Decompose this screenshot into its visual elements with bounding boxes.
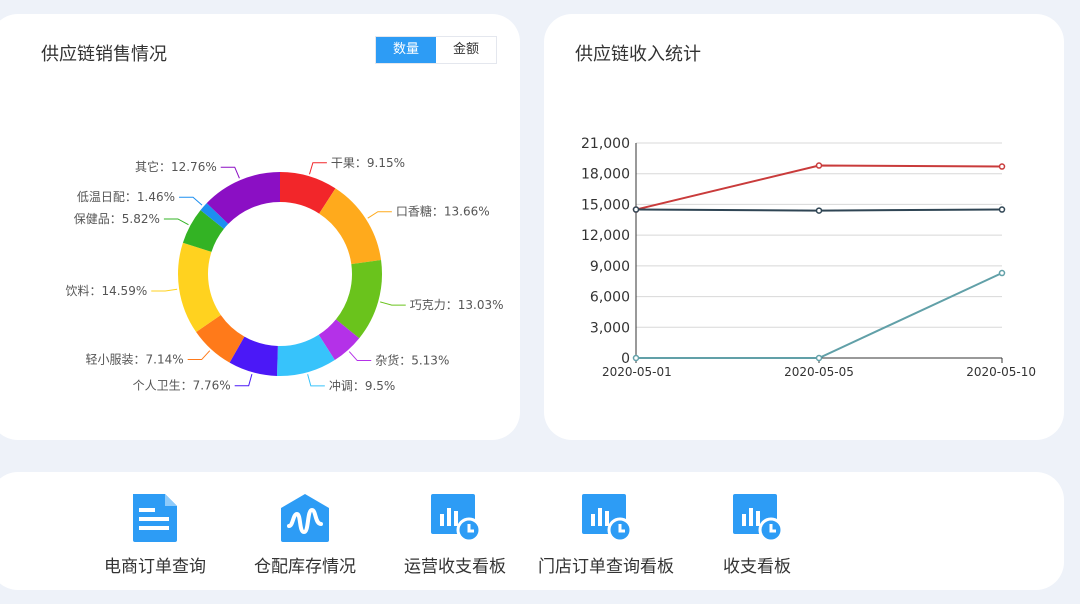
donut-slice[interactable] xyxy=(276,334,335,376)
link-label: 门店订单查询看板 xyxy=(538,557,674,577)
x-tick-label: 2020-05-10 xyxy=(966,365,1036,379)
income-line-chart: 0 3,000 6,000 9,000 12,000 15,000 18,000 21,000… xyxy=(581,136,1036,379)
series-line xyxy=(636,272,1003,359)
series-point[interactable] xyxy=(632,354,640,362)
donut-slice-label: 低温日配：1.46% xyxy=(77,190,175,204)
donut-label-line xyxy=(307,374,325,387)
donut-label-line xyxy=(220,166,240,179)
dashboard-chart-icon xyxy=(582,494,632,543)
donut-slice-label: 干果：9.15% xyxy=(331,156,405,170)
link-income-expense-board[interactable]: 收支看板 xyxy=(682,492,832,577)
donut-slice[interactable] xyxy=(280,172,336,214)
donut-label-line xyxy=(179,196,203,206)
toggle-quantity-button[interactable]: 数量 xyxy=(376,37,436,63)
series-point[interactable] xyxy=(632,206,640,213)
series-point[interactable] xyxy=(815,162,823,169)
donut-label-line xyxy=(234,374,253,387)
link-store-order-board[interactable]: 门店订单查询看板 xyxy=(531,492,681,577)
donut-label-line xyxy=(151,288,178,292)
series-point[interactable] xyxy=(998,269,1006,277)
link-operations-board[interactable]: 运营收支看板 xyxy=(380,492,530,577)
y-tick-label: 3,000 xyxy=(590,320,630,336)
donut-slice-label: 杂货：5.13% xyxy=(375,353,449,368)
income-card xyxy=(544,14,1064,440)
donut-slice-label: 保健品：5.82% xyxy=(74,212,160,226)
donut-label-line xyxy=(187,350,211,361)
quick-links-card xyxy=(0,472,1064,590)
series-point[interactable] xyxy=(815,354,823,362)
donut-slice-label: 其它：12.76% xyxy=(135,159,217,174)
link-label: 运营收支看板 xyxy=(404,557,506,577)
document-icon xyxy=(133,494,177,542)
donut-slice-label: 口香糖：13.66% xyxy=(396,204,490,219)
donut-slice[interactable] xyxy=(206,172,280,224)
donut-slice[interactable] xyxy=(178,242,221,333)
link-ecommerce-orders[interactable]: 电商订单查询 xyxy=(80,492,230,577)
donut-slice[interactable] xyxy=(196,314,245,363)
donut-slice-label: 冲调：9.5% xyxy=(329,378,396,393)
donut-label-line xyxy=(380,301,406,306)
y-tick-label: 18,000 xyxy=(581,167,630,183)
series-line xyxy=(635,164,1003,211)
donut-label-line xyxy=(163,218,189,226)
dashboard-chart-icon xyxy=(431,494,481,543)
donut-slice[interactable] xyxy=(182,210,224,252)
y-tick-label: 9,000 xyxy=(590,259,630,275)
sales-donut-chart: 干果：9.15% 口香糖：13.66% 巧克力：13.03% 杂货：5.13% 冲调：9… xyxy=(65,156,504,393)
y-tick-label: 0 xyxy=(621,351,630,367)
income-card-title: 供应链收入统计 xyxy=(575,44,701,65)
warehouse-icon xyxy=(281,494,329,542)
x-tick-label: 2020-05-05 xyxy=(784,365,854,379)
x-tick-label: 2020-05-01 xyxy=(602,365,672,379)
link-warehouse-stock[interactable]: 仓配库存情况 xyxy=(230,492,380,577)
donut-slice[interactable] xyxy=(319,188,382,265)
donut-slice-label: 巧克力：13.03% xyxy=(410,298,504,312)
donut-label-line xyxy=(367,211,392,219)
donut-slice[interactable] xyxy=(200,203,229,229)
link-label: 电商订单查询 xyxy=(104,557,206,577)
metric-toggle: 数量 金额 xyxy=(375,36,497,64)
donut-slice[interactable] xyxy=(335,260,383,339)
y-tick-label: 21,000 xyxy=(581,136,630,152)
y-tick-label: 6,000 xyxy=(590,290,630,306)
sales-card-title: 供应链销售情况 xyxy=(41,44,167,65)
donut-slice-label: 饮料：14.59% xyxy=(65,284,147,298)
donut-label-line xyxy=(309,162,327,175)
series-point[interactable] xyxy=(815,207,823,214)
series-point[interactable] xyxy=(998,163,1006,170)
dashboard-chart-icon xyxy=(733,494,783,543)
donut-slice[interactable] xyxy=(318,319,360,361)
series-point[interactable] xyxy=(998,206,1006,213)
donut-label-line xyxy=(348,351,372,362)
donut-slice[interactable] xyxy=(229,336,278,376)
donut-slice-label: 轻小服装：7.14% xyxy=(86,353,184,367)
y-tick-label: 15,000 xyxy=(581,197,630,213)
donut-slice-label: 个人卫生：7.76% xyxy=(133,379,231,393)
toggle-amount-button[interactable]: 金额 xyxy=(436,37,496,63)
y-tick-label: 12,000 xyxy=(581,228,630,244)
link-label: 收支看板 xyxy=(723,557,791,577)
link-label: 仓配库存情况 xyxy=(254,557,356,577)
